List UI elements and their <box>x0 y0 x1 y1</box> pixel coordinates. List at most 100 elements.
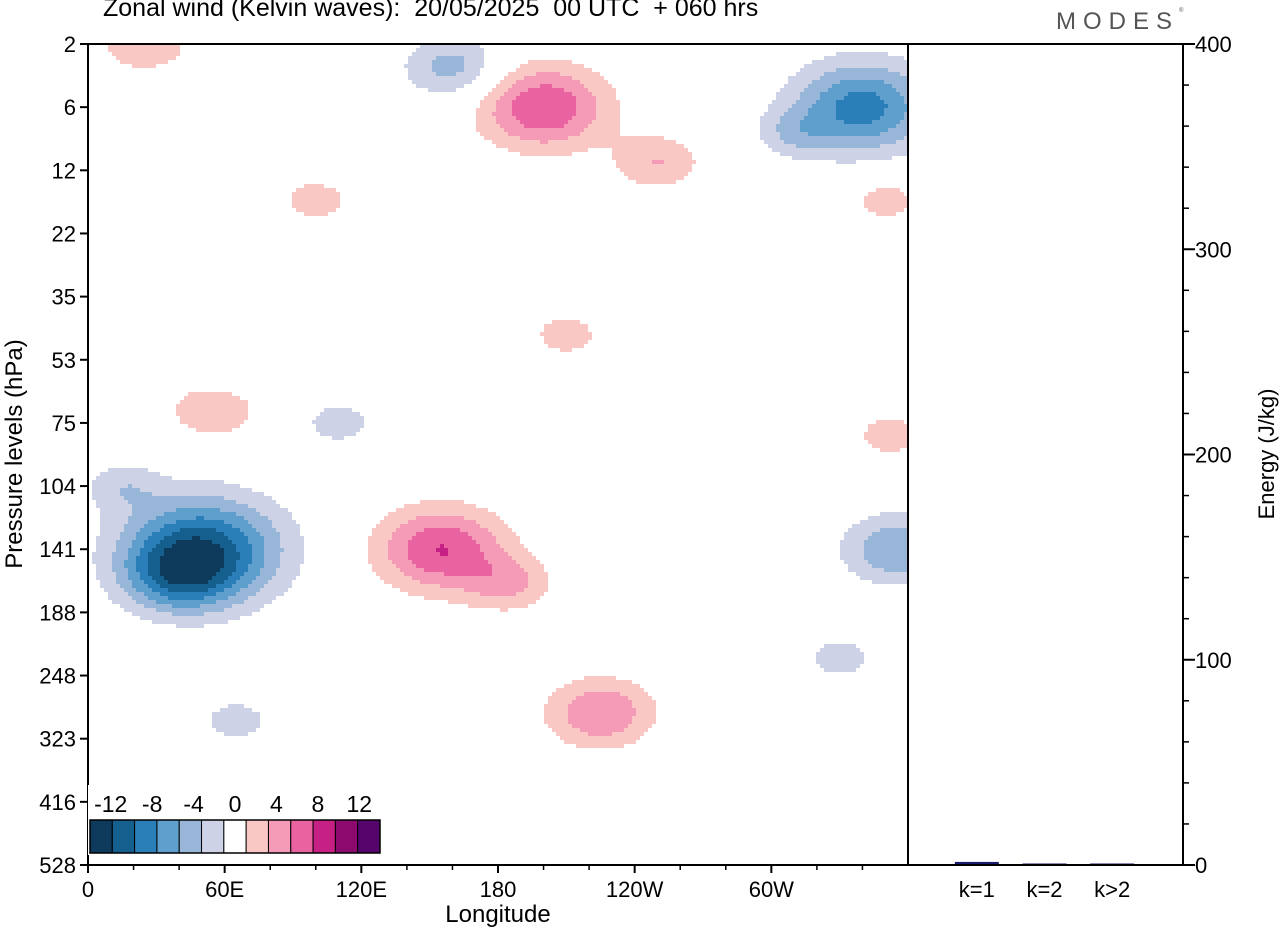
heatmap-cell <box>184 412 188 416</box>
heatmap-cell <box>236 516 240 520</box>
heatmap-cell <box>284 528 288 532</box>
heatmap-cell <box>180 540 184 544</box>
heatmap-cell <box>484 524 488 528</box>
heatmap-cell <box>168 484 172 488</box>
heatmap-cell <box>424 552 428 556</box>
heatmap-cell <box>892 568 896 572</box>
heatmap-cell <box>136 572 140 576</box>
heatmap-cell <box>536 132 540 136</box>
heatmap-cell <box>572 132 576 136</box>
heatmap-cell <box>440 48 444 52</box>
heatmap-cell <box>104 476 108 480</box>
heatmap-cell <box>828 140 832 144</box>
heatmap-cell <box>188 500 192 504</box>
heatmap-cell <box>444 512 448 516</box>
heatmap-cell <box>656 176 660 180</box>
heatmap-cell <box>432 528 436 532</box>
heatmap-cell <box>152 56 156 60</box>
heatmap-cell <box>492 572 496 576</box>
heatmap-cell <box>592 112 596 116</box>
heatmap-cell <box>888 144 892 148</box>
heatmap-cell <box>880 532 884 536</box>
heatmap-cell <box>160 512 164 516</box>
heatmap-cell <box>876 196 880 200</box>
heatmap-cell <box>116 492 120 496</box>
heatmap-cell <box>324 420 328 424</box>
heatmap-cell <box>124 476 128 480</box>
heatmap-cell <box>192 564 196 568</box>
heatmap-cell <box>196 552 200 556</box>
heatmap-cell <box>136 524 140 528</box>
heatmap-cell <box>892 92 896 96</box>
heatmap-cell <box>896 552 900 556</box>
heatmap-cell <box>440 60 444 64</box>
heatmap-cell <box>108 508 112 512</box>
heatmap-cell <box>272 572 276 576</box>
heatmap-cell <box>876 120 880 124</box>
heatmap-cell <box>468 564 472 568</box>
heatmap-cell <box>528 92 532 96</box>
heatmap-cell <box>508 148 512 152</box>
heatmap-cell <box>896 440 900 444</box>
heatmap-cell <box>448 48 452 52</box>
heatmap-cell <box>772 148 776 152</box>
heatmap-cell <box>872 92 876 96</box>
heatmap-cell <box>420 580 424 584</box>
heatmap-cell <box>804 96 808 100</box>
heatmap-cell <box>244 488 248 492</box>
heatmap-cell <box>476 72 480 76</box>
heatmap-cell <box>632 152 636 156</box>
heatmap-cell <box>828 120 832 124</box>
heatmap-cell <box>392 532 396 536</box>
heatmap-cell <box>500 572 504 576</box>
heatmap-cell <box>452 544 456 548</box>
heatmap-cell <box>872 552 876 556</box>
heatmap-cell <box>896 196 900 200</box>
heatmap-cell <box>896 136 900 140</box>
heatmap-cell <box>804 68 808 72</box>
heatmap-cell <box>876 568 880 572</box>
heatmap-cell <box>588 100 592 104</box>
heatmap-cell <box>192 484 196 488</box>
heatmap-cell <box>824 92 828 96</box>
heatmap-cell <box>788 132 792 136</box>
heatmap-cell <box>904 108 908 112</box>
heatmap-cell <box>264 516 268 520</box>
heatmap-cell <box>896 60 900 64</box>
heatmap-cell <box>296 208 300 212</box>
heatmap-cell <box>492 584 496 588</box>
heatmap-cell <box>656 156 660 160</box>
heatmap-cell <box>900 208 904 212</box>
heatmap-cell <box>876 124 880 128</box>
heatmap-cell <box>856 544 860 548</box>
heatmap-cell <box>544 148 548 152</box>
heatmap-cell <box>480 120 484 124</box>
heatmap-cell <box>420 80 424 84</box>
heatmap-cell <box>904 148 908 152</box>
heatmap-cell <box>176 544 180 548</box>
heatmap-cell <box>168 560 172 564</box>
heatmap-cell <box>552 152 556 156</box>
heatmap-cell <box>404 580 408 584</box>
heatmap-cell <box>828 144 832 148</box>
heatmap-cell <box>132 564 136 568</box>
heatmap-cell <box>880 56 884 60</box>
heatmap-cell <box>564 324 568 328</box>
heatmap-cell <box>452 540 456 544</box>
heatmap-cell <box>524 116 528 120</box>
heatmap-cell <box>324 412 328 416</box>
heatmap-cell <box>628 156 632 160</box>
heatmap-cell <box>560 140 564 144</box>
heatmap-cell <box>420 584 424 588</box>
heatmap-cell <box>280 540 284 544</box>
heatmap-cell <box>540 128 544 132</box>
heatmap-cell <box>156 540 160 544</box>
heatmap-cell <box>848 536 852 540</box>
heatmap-cell <box>880 572 884 576</box>
heatmap-cell <box>404 528 408 532</box>
heatmap-cell <box>140 44 144 48</box>
heatmap-cell <box>464 556 468 560</box>
heatmap-cell <box>104 480 108 484</box>
heatmap-cell <box>780 100 784 104</box>
heatmap-cell <box>876 140 880 144</box>
